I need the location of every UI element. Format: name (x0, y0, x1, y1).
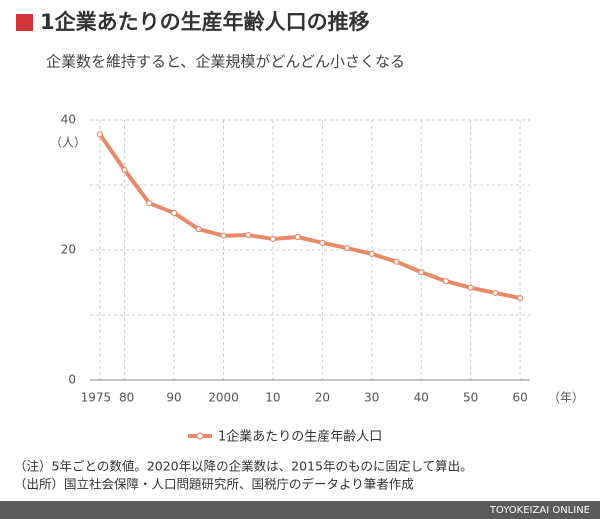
data-point (220, 232, 227, 239)
subtitle: 企業数を維持すると、企業規模がどんどん小さくなる (46, 53, 405, 71)
data-point (146, 200, 153, 207)
x-tick-label: 10 (265, 391, 280, 405)
data-point (170, 209, 178, 217)
data-point (393, 258, 400, 265)
data-point (343, 244, 351, 252)
x-tick-label: 60 (512, 391, 527, 405)
x-tick-label: 1975 (81, 391, 112, 405)
x-tick-label: 20 (315, 391, 330, 405)
data-point (319, 239, 326, 246)
data-point (269, 235, 277, 243)
data-point (517, 295, 524, 302)
footer-bar (0, 501, 600, 519)
y-tick-label: 40 (61, 113, 76, 127)
legend-marker (196, 432, 204, 440)
x-tick-label: 90 (166, 391, 181, 405)
data-point (492, 289, 499, 296)
x-tick-label: 2000 (208, 391, 239, 405)
legend-label: 1企業あたりの生産年齢人口 (218, 429, 382, 445)
data-line (98, 133, 521, 301)
data-point (467, 284, 474, 291)
chart-title: 1企業あたりの生産年齢人口の推移 (40, 10, 370, 34)
x-tick-label: 30 (364, 391, 379, 405)
y-axis-label: （人） (50, 136, 86, 150)
note: （出所）国立社会保障・人口問題研究所、国税庁のデータより筆者作成 (14, 477, 414, 492)
x-tick-label: 40 (414, 391, 429, 405)
x-axis-label: （年） (548, 391, 584, 405)
title-marker (16, 14, 33, 31)
x-tick-label: 50 (463, 391, 478, 405)
note: （注）5年ごとの数値。2020年以降の企業数は、2015年のものに固定して算出。 (14, 459, 473, 474)
data-point (294, 233, 301, 241)
y-tick-label: 0 (68, 373, 76, 387)
data-point (245, 231, 252, 239)
data-point (368, 250, 375, 257)
data-point (96, 131, 103, 138)
footer: TOYOKEIZAI ONLINE (489, 505, 590, 516)
data-point (195, 226, 202, 233)
y-tick-label: 20 (61, 243, 76, 257)
data-point (121, 166, 128, 174)
x-tick-label: 80 (119, 391, 134, 405)
data-point (442, 278, 450, 285)
data-point (418, 269, 425, 276)
